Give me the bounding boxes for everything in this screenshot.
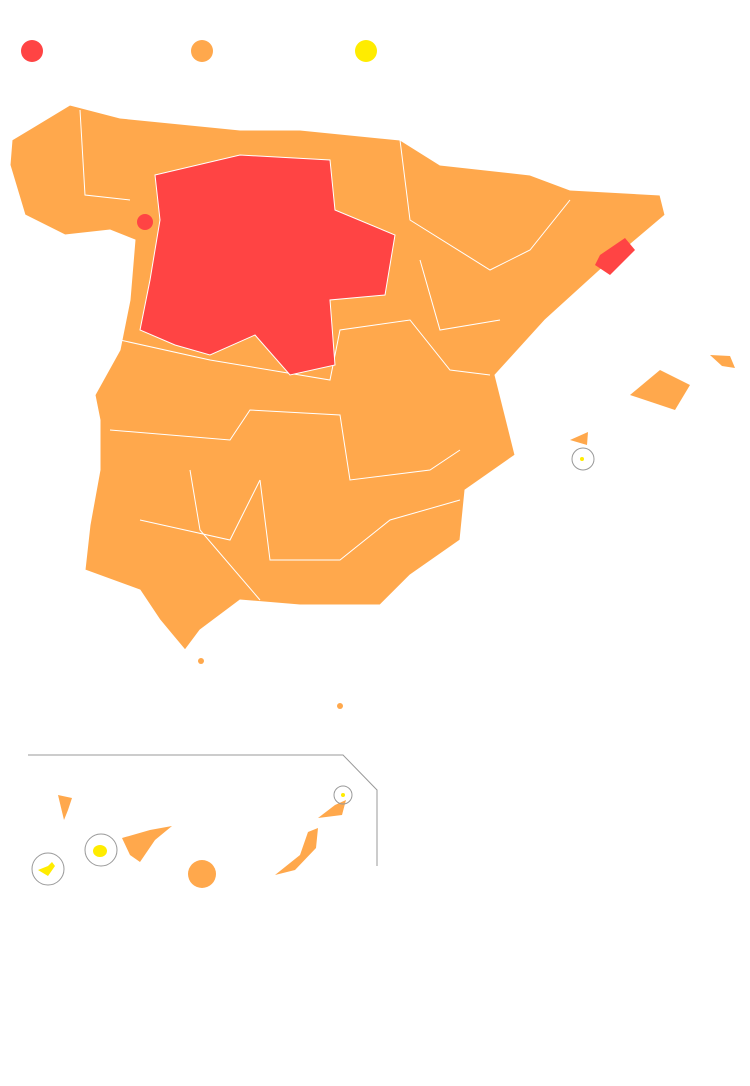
tenerife[interactable] [122, 826, 172, 862]
mainland-spain[interactable] [9, 104, 666, 651]
la-graciosa[interactable] [341, 793, 345, 797]
mallorca[interactable] [630, 370, 690, 410]
canaries-frame [28, 754, 378, 866]
la-gomera[interactable] [93, 845, 107, 857]
legend-dot-orange [191, 40, 213, 62]
legend-dot-red [21, 40, 43, 62]
la-palma[interactable] [58, 795, 72, 820]
la-gomera-circle [84, 833, 118, 867]
menorca[interactable] [710, 355, 735, 368]
el-hierro[interactable] [38, 862, 55, 876]
legend-dot-yellow [355, 40, 377, 62]
red-region-castilla[interactable] [139, 154, 396, 376]
formentera[interactable] [580, 457, 584, 461]
region-borders [79, 109, 571, 601]
red-region-small[interactable] [137, 214, 153, 230]
lanzarote[interactable] [318, 800, 346, 818]
ceuta[interactable] [198, 658, 204, 664]
el-hierro-circle [31, 852, 65, 886]
ibiza[interactable] [570, 432, 588, 445]
gran-canaria[interactable] [188, 860, 216, 888]
melilla[interactable] [337, 703, 343, 709]
red-region-catalonia[interactable] [595, 238, 635, 275]
la-graciosa-circle [333, 785, 353, 805]
formentera-circle [571, 447, 595, 471]
fuerteventura[interactable] [275, 828, 318, 875]
